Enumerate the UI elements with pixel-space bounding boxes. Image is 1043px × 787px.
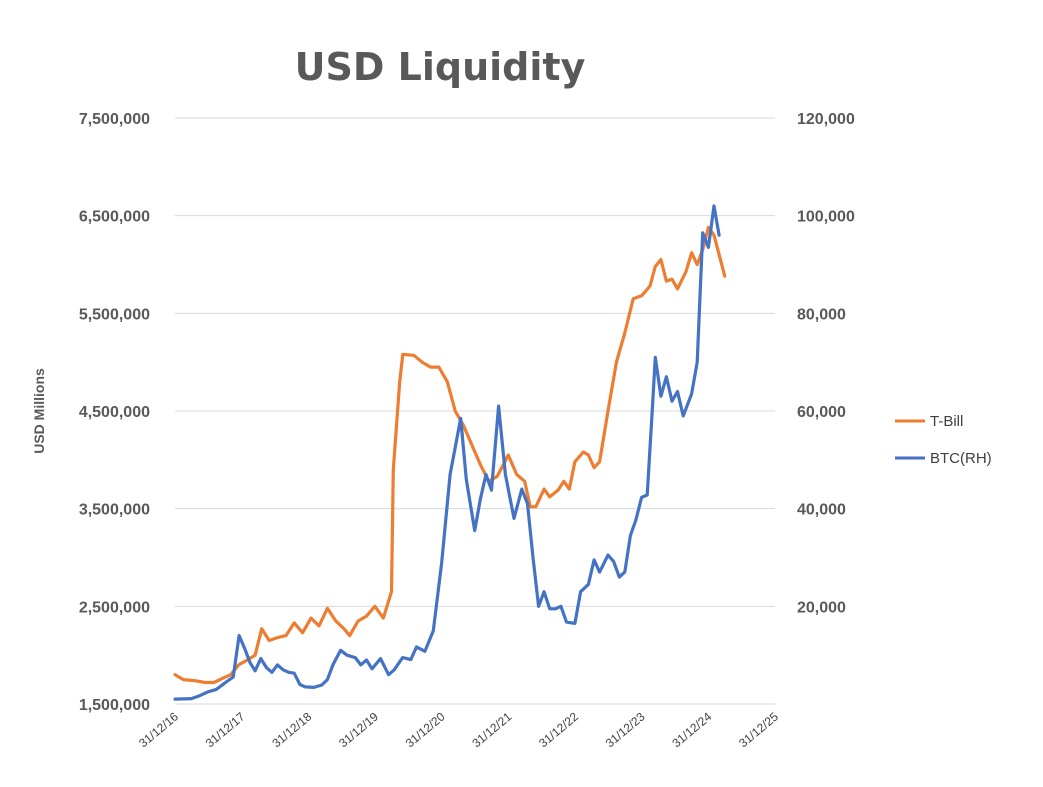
x-tick-label: 31/12/22 xyxy=(536,709,581,750)
left-axis-ticks: 7,500,000 6,500,000 5,500,000 4,500,000 3,50… xyxy=(79,111,150,714)
gridlines xyxy=(175,117,775,705)
x-tick-label: 31/12/18 xyxy=(269,709,314,750)
y2-tick-label: 80,000 xyxy=(797,306,846,323)
x-tick-label: 31/12/21 xyxy=(469,709,514,750)
y2-tick-label: 60,000 xyxy=(797,404,846,421)
y-tick-label: 1,500,000 xyxy=(79,697,150,714)
x-tick-label: 31/12/16 xyxy=(136,709,181,750)
x-tick-label: 31/12/23 xyxy=(603,709,648,750)
y-tick-label: 4,500,000 xyxy=(79,404,150,421)
y2-tick-label: 100,000 xyxy=(797,209,855,226)
x-tick-label: 31/12/19 xyxy=(336,709,381,750)
series-line-btc xyxy=(173,204,721,701)
y-tick-label: 5,500,000 xyxy=(79,306,150,323)
y-tick-label: 2,500,000 xyxy=(79,599,150,616)
y-tick-label: 6,500,000 xyxy=(79,209,150,226)
x-tick-label: 31/12/17 xyxy=(203,709,248,750)
x-axis-ticks: 31/12/16 31/12/17 31/12/18 31/12/19 31/12/20… xyxy=(136,709,781,750)
x-tick-label: 31/12/20 xyxy=(403,709,448,750)
legend: T-Bill BTC(RH) xyxy=(895,413,992,467)
y-tick-label: 7,500,000 xyxy=(79,111,150,128)
legend-label-tbill: T-Bill xyxy=(930,413,963,430)
x-tick-label: 31/12/25 xyxy=(736,709,781,750)
series-lines xyxy=(173,204,727,701)
right-axis-ticks: 120,000 100,000 80,000 60,000 40,000 20,000 xyxy=(797,111,855,616)
y-tick-label: 3,500,000 xyxy=(79,502,150,519)
x-tick-label: 31/12/24 xyxy=(669,709,714,750)
legend-label-btc: BTC(RH) xyxy=(930,450,992,467)
series-line-tbill xyxy=(173,225,727,685)
y2-tick-label: 20,000 xyxy=(797,599,846,616)
y2-tick-label: 120,000 xyxy=(797,111,855,128)
y2-tick-label: 40,000 xyxy=(797,502,846,519)
y-axis-label: USD Millions xyxy=(31,368,47,454)
chart-title: USD Liquidity xyxy=(295,45,586,89)
